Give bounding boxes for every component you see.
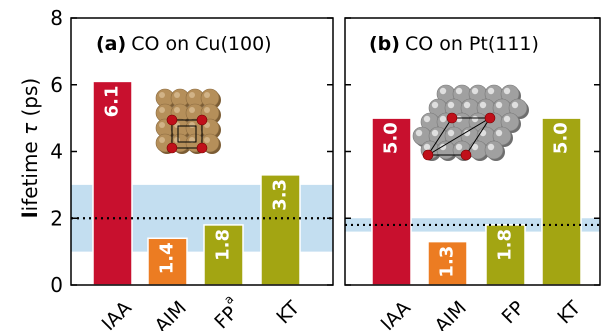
ytick-label-0: 0 — [50, 273, 63, 297]
co-molecule — [422, 149, 434, 161]
b-category-kt: KT — [553, 296, 585, 328]
pt-atom-highlight — [487, 87, 495, 95]
pt-atom-highlight — [439, 115, 447, 123]
pt-atom-highlight — [495, 101, 503, 109]
co-molecule — [196, 142, 208, 154]
cu-atom-highlight — [159, 107, 165, 113]
a-panel-label: (a) — [96, 33, 126, 55]
ytick-label-4: 4 — [50, 140, 63, 164]
b-bar-iaa — [371, 117, 412, 286]
cu-atom-highlight — [159, 122, 165, 128]
cu100-inset — [155, 88, 221, 154]
cu-atom-highlight — [189, 122, 195, 128]
cu-atom-highlight — [189, 92, 195, 98]
pt-atom-highlight — [495, 129, 503, 137]
cu-atom-highlight — [189, 107, 195, 113]
pt-atom-highlight — [471, 115, 479, 123]
a-category-iaa: IAA — [97, 297, 135, 331]
pt-atom-highlight — [511, 101, 519, 109]
a-category-kt: KT — [272, 296, 304, 328]
pt-atom-highlight — [415, 129, 423, 137]
pt-atom-highlight — [503, 115, 511, 123]
b-plot-frame — [344, 17, 601, 286]
b-category-labels: IAA AIM FP KT — [376, 296, 585, 331]
b-category-iaa: IAA — [376, 297, 414, 331]
a-value-label-aim: 1.4 — [157, 242, 178, 274]
a-bar-fp — [203, 224, 244, 286]
b-panel-title: (b) CO on Pt(111) — [369, 33, 539, 55]
pt-atom-highlight — [463, 101, 471, 109]
b-value-label-fp: 1.8 — [495, 229, 516, 261]
co-molecule — [446, 112, 458, 124]
pt-atom-highlight — [423, 115, 431, 123]
pt-atom-highlight — [455, 115, 463, 123]
co-molecule — [166, 114, 178, 126]
pt-atom — [484, 140, 504, 160]
pt-atom-highlight — [479, 101, 487, 109]
a-category-aim: AIM — [150, 297, 190, 331]
a-bar-iaa — [92, 80, 133, 286]
a-value-label-fp: 1.8 — [213, 229, 234, 261]
pt-atom-highlight — [431, 101, 439, 109]
pt-atom-highlight — [447, 129, 455, 137]
pt-atom — [468, 140, 488, 160]
a-bars: 6.1 1.4 1.8 3.3 — [71, 80, 333, 286]
co-molecule — [196, 114, 208, 126]
b-category-fp: FP — [497, 297, 528, 328]
cu-atom-highlight — [204, 137, 210, 143]
pt-atom-highlight — [463, 129, 471, 137]
co-molecule — [484, 112, 496, 124]
cu-atom-highlight — [174, 92, 180, 98]
pt-atom-highlight — [447, 101, 455, 109]
pt-cell-diagonal — [427, 117, 491, 156]
pt-atom-highlight — [471, 87, 479, 95]
b-panel-label: (b) — [369, 33, 400, 55]
a-value-label-kt: 3.3 — [270, 179, 291, 211]
b-value-label-iaa: 5.0 — [381, 122, 402, 154]
a-bar-kt — [260, 174, 301, 286]
co-molecule — [166, 142, 178, 154]
cu-atom-highlight — [204, 92, 210, 98]
y-axis-label: lifetime τ (ps) — [18, 78, 42, 218]
a-category-fp: FPa — [205, 292, 246, 331]
ytick-label-8: 8 — [50, 6, 63, 30]
pt-atom-highlight — [471, 143, 479, 151]
panel-b: 5.0 1.3 1.8 5.0 IAA AIM FP KT (b) CO on Pt(111) — [344, 17, 601, 331]
cu-atom-highlight — [204, 107, 210, 113]
pt-atom-highlight — [431, 129, 439, 137]
a-value-label-iaa: 6.1 — [102, 85, 123, 117]
pt-atom-highlight — [423, 143, 431, 151]
pt111-inset — [412, 84, 529, 161]
b-value-label-kt: 5.0 — [551, 122, 572, 154]
cu-atom-highlight — [159, 137, 165, 143]
pt-atom-highlight — [487, 143, 495, 151]
cu-inner-cell — [177, 125, 197, 143]
pt-atom-highlight — [455, 87, 463, 95]
pt-atom-highlight — [503, 87, 511, 95]
ytick-label-2: 2 — [50, 206, 63, 230]
a-y-ticks: 0 2 4 6 8 — [50, 6, 333, 297]
cu-atom-highlight — [159, 92, 165, 98]
a-title-text: CO on Cu(100) — [131, 33, 271, 55]
ytick-label-6: 6 — [50, 73, 63, 97]
pt-atom-highlight — [455, 143, 463, 151]
co-molecule — [460, 149, 472, 161]
a-category-labels: IAA AIM FPa KT — [97, 292, 304, 331]
a-bar-aim — [147, 237, 188, 286]
b-value-label-aim: 1.3 — [437, 246, 458, 278]
a-panel-title: (a) CO on Cu(100) — [96, 33, 272, 55]
pt-atom-highlight — [439, 87, 447, 95]
cu-atom-highlight — [174, 107, 180, 113]
b-title-text: CO on Pt(111) — [405, 33, 539, 55]
a-plot-frame — [70, 17, 334, 286]
b-category-aim: AIM — [430, 297, 470, 331]
panel-a: 6.1 1.4 1.8 3.3 0 2 4 6 8 IAA AIM FPa KT (a) CO on … — [50, 6, 334, 331]
